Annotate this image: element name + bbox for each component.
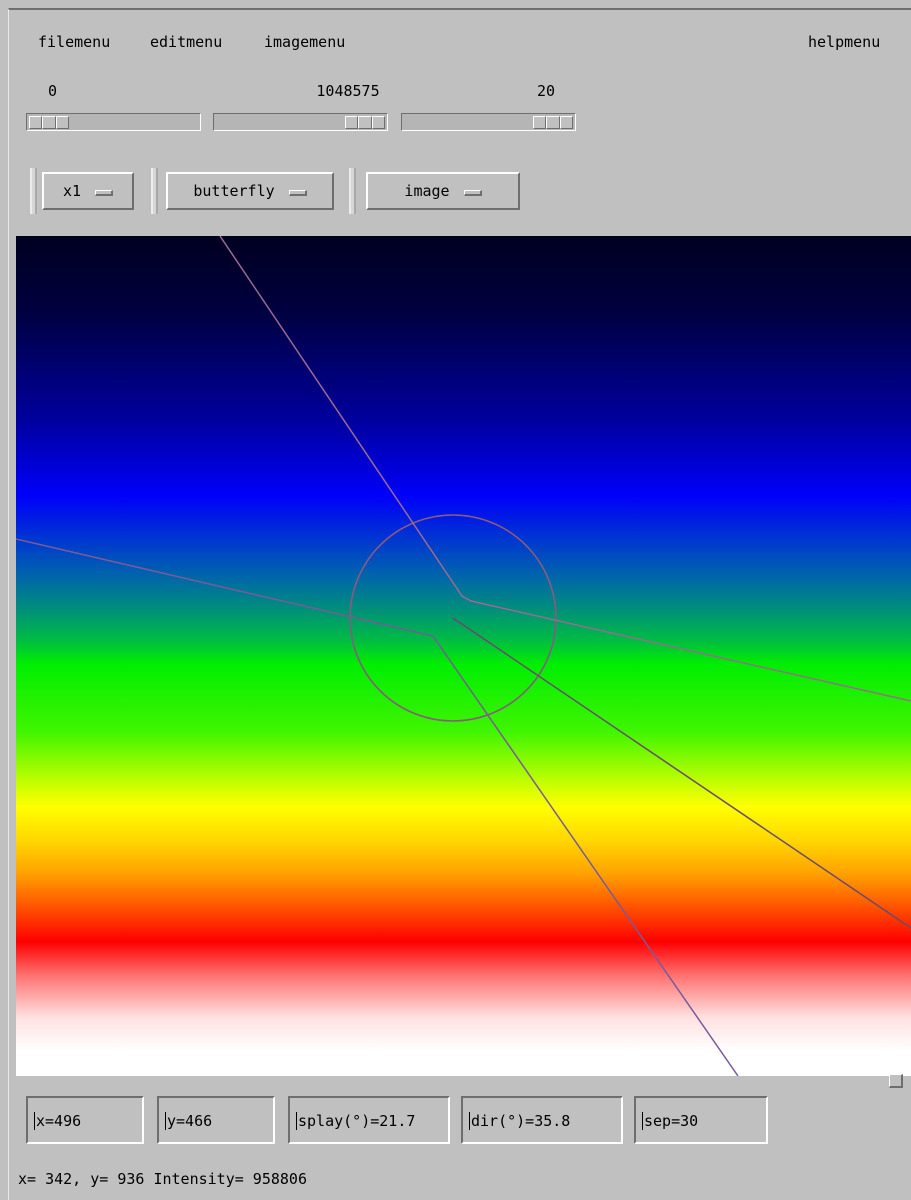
file-menu[interactable]: filemenu — [38, 33, 111, 51]
dir-field[interactable]: dir(°)=35.8 — [461, 1096, 623, 1144]
resize-handle[interactable] — [889, 1074, 903, 1088]
butterfly-line-upper — [219, 236, 911, 702]
butterfly-line-lower — [16, 538, 739, 1076]
slider-3-thumb[interactable] — [533, 116, 573, 129]
splay-field[interactable]: splay(°)=21.7 — [288, 1096, 450, 1144]
text-cursor — [165, 1112, 166, 1130]
x-field-value: x=496 — [36, 1112, 82, 1130]
text-cursor — [469, 1112, 470, 1130]
zoom-option-label: x1 — [62, 182, 82, 200]
butterfly-line-center — [452, 617, 911, 929]
help-menu[interactable]: helpmenu — [808, 33, 881, 51]
splay-field-value: splay(°)=21.7 — [298, 1112, 416, 1130]
separator — [151, 168, 158, 214]
option-indicator-icon — [288, 190, 307, 196]
x-field[interactable]: x=496 — [26, 1096, 144, 1144]
y-field[interactable]: y=466 — [157, 1096, 275, 1144]
slider-2[interactable] — [213, 113, 388, 131]
slider-1-value: 0 — [48, 82, 58, 100]
option-indicator-icon — [95, 190, 114, 196]
separator — [30, 168, 37, 214]
image-canvas[interactable] — [16, 236, 911, 1076]
text-cursor — [642, 1112, 643, 1130]
image-menu[interactable]: imagemenu — [264, 33, 346, 51]
slider-3-value: 20 — [536, 82, 556, 100]
y-field-value: y=466 — [167, 1112, 213, 1130]
mode-option-label: butterfly — [193, 182, 275, 200]
dir-field-value: dir(°)=35.8 — [471, 1112, 571, 1130]
marker-circle — [349, 514, 557, 722]
status-line: x= 342, y= 936 Intensity= 958806 — [18, 1170, 307, 1188]
text-cursor — [296, 1112, 297, 1130]
mode-option-menu[interactable]: butterfly — [166, 172, 334, 210]
display-option-label: image — [404, 182, 450, 200]
slider-2-value: 1048575 — [316, 82, 380, 100]
text-cursor — [34, 1112, 35, 1130]
slider-2-thumb[interactable] — [345, 116, 385, 129]
butterfly-overlay — [16, 236, 911, 1076]
slider-1-thumb[interactable] — [29, 116, 69, 129]
zoom-option-menu[interactable]: x1 — [42, 172, 134, 210]
slider-3[interactable] — [401, 113, 576, 131]
option-indicator-icon — [463, 190, 482, 196]
edit-menu[interactable]: editmenu — [150, 33, 223, 51]
slider-1[interactable] — [26, 113, 201, 131]
sep-field-value: sep=30 — [644, 1112, 699, 1130]
sep-field[interactable]: sep=30 — [634, 1096, 768, 1144]
display-option-menu[interactable]: image — [366, 172, 520, 210]
separator — [349, 168, 356, 214]
